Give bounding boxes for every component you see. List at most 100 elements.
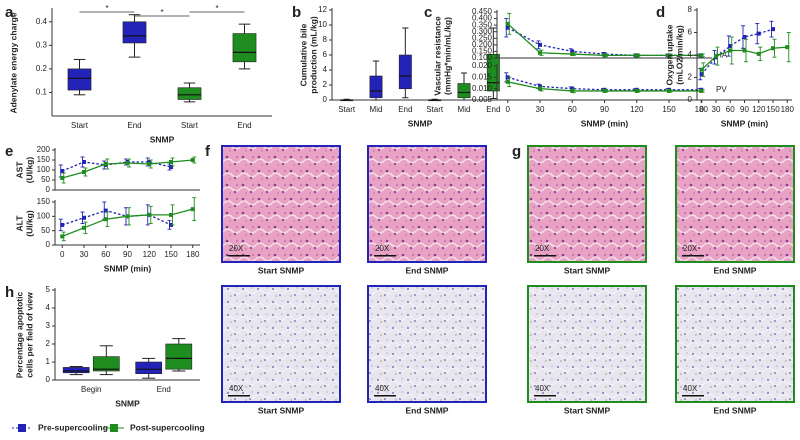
x-tick-label: End bbox=[127, 121, 141, 130]
marker bbox=[103, 208, 108, 213]
micrograph bbox=[221, 285, 341, 403]
box bbox=[67, 68, 92, 91]
marker bbox=[103, 217, 108, 222]
y-axis-label: cells per field of view bbox=[24, 292, 34, 378]
x-axis-label: SNMP (min) bbox=[104, 263, 152, 273]
micrograph bbox=[367, 145, 487, 263]
chart-panel: d 0 2 4 6 8 Oxygen uptake (mLO2/min/kg) SNMP (mi… bbox=[656, 4, 794, 128]
marker bbox=[602, 88, 607, 93]
box bbox=[135, 361, 163, 374]
micrograph bbox=[221, 145, 341, 263]
y-tick-label: 2 bbox=[46, 339, 51, 348]
marker bbox=[667, 53, 671, 58]
marker bbox=[699, 53, 704, 58]
marker bbox=[169, 212, 173, 217]
y-tick-label: 0.300 bbox=[472, 27, 493, 36]
x-axis-label: SNMP bbox=[150, 134, 175, 144]
y-tick-label: 0.4 bbox=[36, 17, 48, 26]
y-tick-label: 1 bbox=[46, 357, 51, 366]
marker bbox=[570, 88, 575, 93]
x-axis-label: SNMP bbox=[408, 118, 433, 128]
image-caption: Start SNMP bbox=[258, 265, 305, 275]
x-tick-label: 60 bbox=[101, 250, 110, 259]
marker bbox=[169, 160, 173, 164]
y-axis-label: ALT bbox=[14, 215, 24, 232]
panel-label: e bbox=[5, 143, 13, 160]
x-tick-label: Start bbox=[71, 121, 89, 130]
image-caption: End SNMP bbox=[714, 405, 757, 415]
panel-label: d bbox=[656, 4, 665, 21]
marker bbox=[169, 165, 173, 169]
x-tick-label: 150 bbox=[766, 105, 780, 114]
x-tick-label: 0 bbox=[700, 105, 705, 114]
marker bbox=[60, 169, 65, 173]
marker bbox=[190, 207, 195, 212]
y-tick-label: 4 bbox=[323, 65, 328, 74]
scale-label: 20X bbox=[535, 244, 550, 253]
significance-label: * bbox=[215, 4, 218, 13]
y-tick-label: 0 bbox=[688, 95, 693, 104]
x-tick-label: Start bbox=[181, 121, 199, 130]
series-annotation: HA bbox=[716, 50, 728, 59]
y-axis-label: Percentage apoptotic bbox=[14, 292, 24, 379]
image-caption: End SNMP bbox=[714, 265, 757, 275]
marker bbox=[699, 72, 704, 77]
x-axis-label: SNMP (min) bbox=[721, 118, 769, 128]
image-caption: Start SNMP bbox=[258, 405, 305, 415]
y-tick-label: 0 bbox=[46, 240, 51, 249]
y-axis-label: Oxygen uptake bbox=[664, 24, 674, 85]
panel-label: g bbox=[512, 143, 521, 160]
box bbox=[177, 87, 202, 100]
y-tick-label: 8 bbox=[688, 5, 693, 14]
marker bbox=[771, 27, 775, 32]
marker bbox=[771, 46, 775, 51]
marker bbox=[634, 53, 639, 58]
marker bbox=[505, 25, 510, 30]
chart-panel: h 0 1 2 3 4 5 Percentage apoptotic cells per fie… bbox=[5, 284, 200, 408]
y-axis-label: AST bbox=[14, 161, 24, 179]
y-tick-label: 10 bbox=[318, 20, 327, 29]
scale-label: 20X bbox=[229, 244, 244, 253]
marker bbox=[505, 79, 510, 84]
x-tick-label: End bbox=[486, 105, 500, 114]
marker bbox=[538, 50, 542, 55]
series-line bbox=[62, 209, 172, 226]
y-tick-label: 100 bbox=[37, 211, 51, 220]
x-tick-label: Start bbox=[338, 105, 356, 114]
y-axis-label: (mLO2/min/kg) bbox=[674, 25, 684, 85]
box bbox=[165, 343, 193, 370]
x-tick-label: 120 bbox=[630, 105, 644, 114]
y-tick-label: 150 bbox=[37, 155, 51, 164]
marker bbox=[728, 44, 733, 48]
series-line bbox=[62, 208, 193, 238]
y-tick-label: 0.2 bbox=[36, 64, 48, 73]
marker bbox=[570, 52, 575, 57]
significance-label: * bbox=[160, 8, 163, 17]
box bbox=[62, 367, 90, 374]
y-tick-label: 50 bbox=[41, 226, 50, 235]
scale-label: 20X bbox=[375, 244, 390, 253]
scale-bar bbox=[228, 255, 250, 257]
x-tick-label: 30 bbox=[712, 105, 721, 114]
y-tick-label: 0.010 bbox=[472, 84, 493, 93]
scale-label: 40X bbox=[375, 384, 390, 393]
scale-bar bbox=[682, 395, 704, 397]
marker bbox=[785, 45, 790, 50]
micrograph bbox=[675, 145, 795, 263]
marker bbox=[82, 170, 86, 174]
box bbox=[457, 83, 471, 99]
micrograph bbox=[367, 285, 487, 403]
x-axis-label: SNMP bbox=[115, 398, 140, 408]
x-tick-label: End bbox=[237, 121, 251, 130]
y-axis-label: Adenylate energy charge bbox=[8, 12, 18, 113]
scale-label: 40X bbox=[535, 384, 550, 393]
y-tick-label: 8 bbox=[323, 35, 328, 44]
marker bbox=[82, 215, 86, 220]
y-tick-label: 50 bbox=[41, 175, 50, 184]
y-tick-label: 0.350 bbox=[472, 20, 493, 29]
x-tick-label: End bbox=[157, 385, 171, 394]
scale-label: 40X bbox=[683, 384, 698, 393]
y-tick-label: 5 bbox=[46, 285, 51, 294]
x-tick-label: 60 bbox=[726, 105, 735, 114]
